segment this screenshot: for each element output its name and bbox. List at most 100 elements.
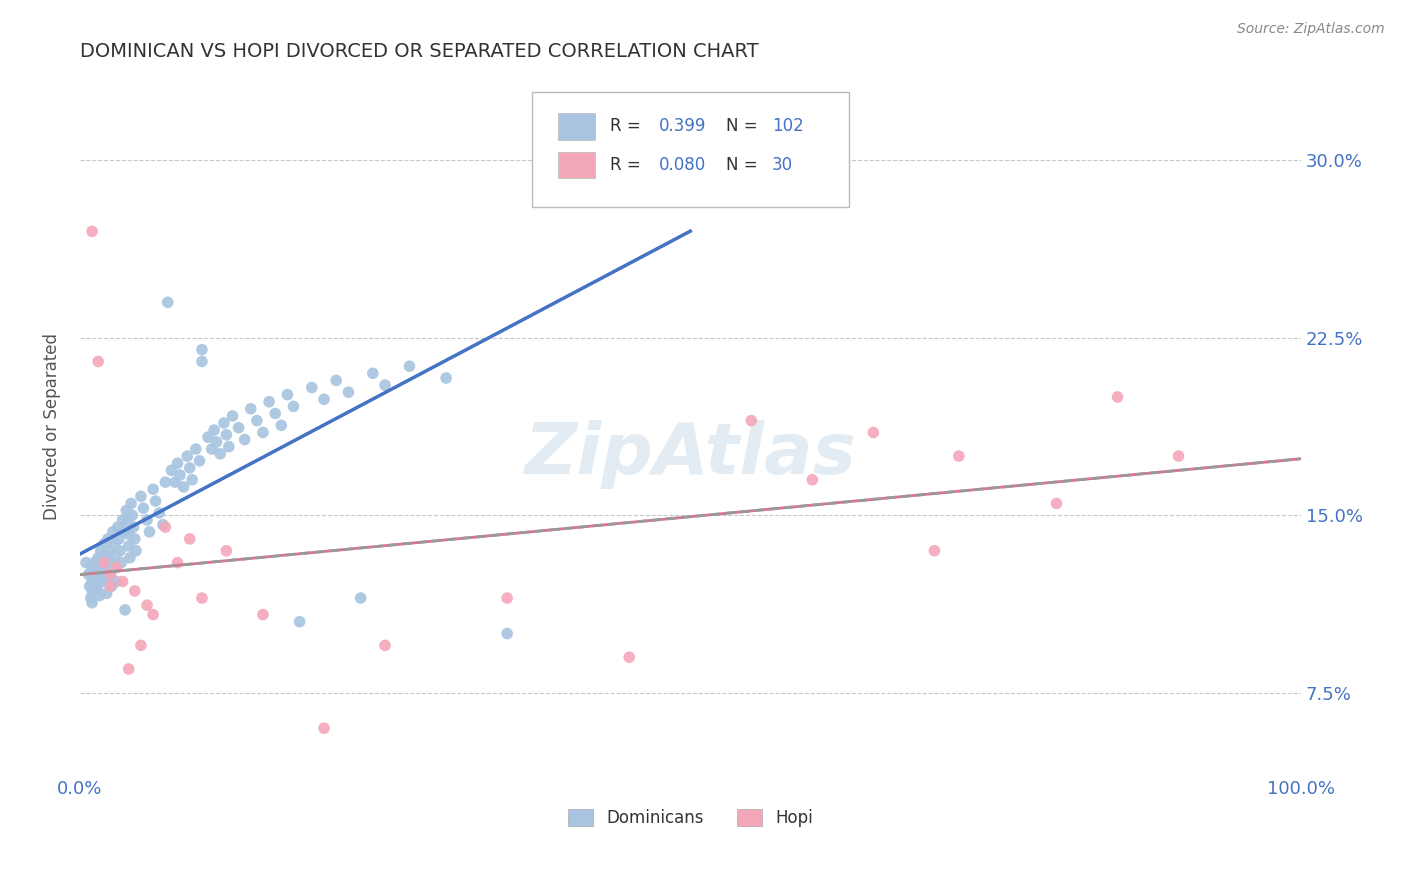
- Text: ZipAtlas: ZipAtlas: [524, 420, 856, 489]
- Text: 30: 30: [772, 156, 793, 174]
- Point: [101, 524, 124, 539]
- Point: [93, 549, 115, 563]
- Point: [176, 449, 198, 463]
- Point: [142, 607, 165, 622]
- Point: [221, 409, 243, 423]
- Point: [165, 475, 187, 490]
- Text: 0.080: 0.080: [658, 156, 706, 174]
- Point: [434, 371, 457, 385]
- FancyBboxPatch shape: [531, 92, 849, 207]
- Point: [169, 468, 191, 483]
- Point: [105, 560, 128, 574]
- Point: [115, 503, 138, 517]
- Point: [142, 482, 165, 496]
- Point: [108, 532, 131, 546]
- Point: [361, 367, 384, 381]
- Point: [111, 574, 134, 589]
- Point: [148, 506, 170, 520]
- Point: [252, 425, 274, 440]
- Point: [138, 524, 160, 539]
- Point: [110, 556, 132, 570]
- Legend: Dominicans, Hopi: Dominicans, Hopi: [561, 802, 820, 833]
- Point: [125, 543, 148, 558]
- Point: [173, 480, 195, 494]
- Point: [276, 387, 298, 401]
- Point: [124, 532, 146, 546]
- Point: [136, 513, 159, 527]
- Point: [155, 475, 177, 490]
- Point: [80, 584, 103, 599]
- Point: [118, 539, 141, 553]
- Point: [215, 543, 238, 558]
- Point: [93, 536, 115, 550]
- Point: [100, 567, 122, 582]
- Point: [166, 456, 188, 470]
- Point: [246, 414, 269, 428]
- Point: [156, 295, 179, 310]
- Text: N =: N =: [725, 118, 762, 136]
- Point: [191, 354, 214, 368]
- Point: [239, 401, 262, 416]
- Point: [288, 615, 311, 629]
- Point: [1107, 390, 1129, 404]
- Point: [90, 543, 112, 558]
- Point: [96, 586, 118, 600]
- Point: [496, 591, 519, 605]
- Point: [80, 560, 103, 574]
- Point: [188, 454, 211, 468]
- Point: [87, 550, 110, 565]
- Point: [218, 440, 240, 454]
- Point: [152, 517, 174, 532]
- Point: [100, 567, 122, 582]
- Point: [270, 418, 292, 433]
- Point: [212, 416, 235, 430]
- Point: [801, 473, 824, 487]
- Point: [264, 407, 287, 421]
- Point: [112, 524, 135, 539]
- Point: [191, 343, 214, 357]
- Point: [215, 427, 238, 442]
- Text: R =: R =: [610, 118, 645, 136]
- Point: [301, 380, 323, 394]
- Point: [87, 577, 110, 591]
- Point: [155, 520, 177, 534]
- Point: [209, 447, 232, 461]
- Point: [79, 579, 101, 593]
- Point: [118, 550, 141, 565]
- Point: [197, 430, 219, 444]
- Point: [94, 574, 117, 589]
- Point: [184, 442, 207, 456]
- Point: [205, 434, 228, 449]
- Point: [252, 607, 274, 622]
- Point: [117, 516, 139, 530]
- Point: [105, 560, 128, 574]
- Point: [496, 626, 519, 640]
- Point: [122, 520, 145, 534]
- Point: [129, 639, 152, 653]
- Point: [87, 354, 110, 368]
- Point: [325, 373, 347, 387]
- Point: [191, 591, 214, 605]
- Point: [103, 536, 125, 550]
- Point: [97, 532, 120, 546]
- Point: [93, 556, 115, 570]
- Point: [862, 425, 884, 440]
- Point: [179, 532, 201, 546]
- Point: [132, 501, 155, 516]
- Point: [100, 556, 122, 570]
- Point: [619, 650, 641, 665]
- Point: [312, 392, 335, 407]
- Point: [740, 414, 762, 428]
- Point: [181, 473, 204, 487]
- Point: [136, 598, 159, 612]
- Point: [374, 378, 396, 392]
- Point: [108, 543, 131, 558]
- Point: [107, 520, 129, 534]
- Point: [233, 433, 256, 447]
- Point: [337, 385, 360, 400]
- Point: [166, 556, 188, 570]
- FancyBboxPatch shape: [558, 113, 595, 140]
- Point: [89, 589, 111, 603]
- Point: [80, 596, 103, 610]
- Point: [80, 591, 103, 605]
